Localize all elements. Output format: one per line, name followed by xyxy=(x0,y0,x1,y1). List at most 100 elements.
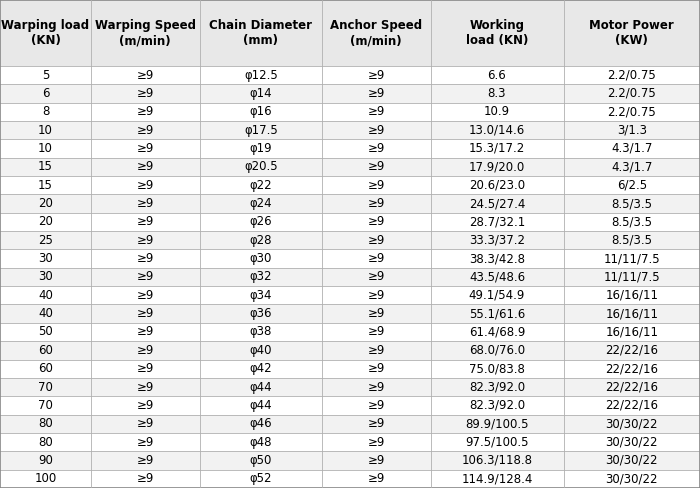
Text: ≥9: ≥9 xyxy=(368,381,385,393)
Text: 2.2/0.75: 2.2/0.75 xyxy=(608,68,656,81)
Bar xyxy=(322,268,430,286)
Bar xyxy=(199,469,322,488)
Text: ≥9: ≥9 xyxy=(136,472,154,486)
Bar xyxy=(430,139,564,158)
Text: Anchor Speed
(m/min): Anchor Speed (m/min) xyxy=(330,19,422,47)
Text: ≥9: ≥9 xyxy=(136,87,154,100)
Text: ≥9: ≥9 xyxy=(136,68,154,81)
Text: 5: 5 xyxy=(42,68,49,81)
Bar xyxy=(0,415,91,433)
Text: φ16: φ16 xyxy=(249,105,272,118)
Bar xyxy=(199,231,322,249)
Bar xyxy=(0,231,91,249)
Text: 43.5/48.6: 43.5/48.6 xyxy=(469,270,525,284)
Bar xyxy=(0,158,91,176)
Bar xyxy=(564,176,700,194)
Bar xyxy=(0,121,91,139)
Bar xyxy=(199,396,322,415)
Bar xyxy=(430,469,564,488)
Text: 11/11/7.5: 11/11/7.5 xyxy=(603,252,660,265)
Text: ≥9: ≥9 xyxy=(368,234,385,247)
Bar xyxy=(0,268,91,286)
Bar xyxy=(322,194,430,213)
Bar xyxy=(91,249,200,268)
Text: ≥9: ≥9 xyxy=(368,215,385,228)
Bar xyxy=(0,286,91,305)
Text: 3/1.3: 3/1.3 xyxy=(617,123,647,137)
Bar xyxy=(564,341,700,360)
Bar xyxy=(564,249,700,268)
Text: 40: 40 xyxy=(38,307,53,320)
Text: ≥9: ≥9 xyxy=(368,472,385,486)
Bar xyxy=(564,84,700,102)
Text: 2.2/0.75: 2.2/0.75 xyxy=(608,87,656,100)
Text: ≥9: ≥9 xyxy=(136,179,154,192)
Text: ≥9: ≥9 xyxy=(136,289,154,302)
Text: φ52: φ52 xyxy=(249,472,272,486)
Bar xyxy=(91,341,200,360)
Bar xyxy=(199,66,322,84)
Bar xyxy=(91,433,200,451)
Text: 25: 25 xyxy=(38,234,53,247)
Text: 8.5/3.5: 8.5/3.5 xyxy=(611,215,652,228)
Text: ≥9: ≥9 xyxy=(368,307,385,320)
Text: 106.3/118.8: 106.3/118.8 xyxy=(461,454,533,467)
Bar xyxy=(91,360,200,378)
Text: 15: 15 xyxy=(38,179,53,192)
Text: 8.3: 8.3 xyxy=(488,87,506,100)
Bar xyxy=(91,451,200,469)
Bar xyxy=(430,158,564,176)
Text: ≥9: ≥9 xyxy=(368,270,385,284)
Bar xyxy=(322,121,430,139)
Bar xyxy=(564,194,700,213)
Text: 10: 10 xyxy=(38,123,53,137)
Bar xyxy=(0,360,91,378)
Text: 49.1/54.9: 49.1/54.9 xyxy=(469,289,525,302)
Bar xyxy=(322,305,430,323)
Text: ≥9: ≥9 xyxy=(136,105,154,118)
Bar xyxy=(0,139,91,158)
Bar xyxy=(91,305,200,323)
Bar xyxy=(322,139,430,158)
Text: 22/22/16: 22/22/16 xyxy=(606,381,658,393)
Text: ≥9: ≥9 xyxy=(136,215,154,228)
Text: ≥9: ≥9 xyxy=(136,161,154,173)
Bar xyxy=(91,66,200,84)
Bar xyxy=(430,396,564,415)
Bar xyxy=(0,102,91,121)
Text: 38.3/42.8: 38.3/42.8 xyxy=(469,252,525,265)
Bar xyxy=(199,194,322,213)
Text: 89.9/100.5: 89.9/100.5 xyxy=(466,417,528,430)
Bar xyxy=(199,158,322,176)
Bar xyxy=(322,102,430,121)
Text: 114.9/128.4: 114.9/128.4 xyxy=(461,472,533,486)
Bar xyxy=(0,249,91,268)
Text: 70: 70 xyxy=(38,399,53,412)
Bar xyxy=(0,469,91,488)
Bar xyxy=(91,194,200,213)
Text: 30/30/22: 30/30/22 xyxy=(606,436,658,448)
Bar xyxy=(0,451,91,469)
Bar xyxy=(322,213,430,231)
Text: φ12.5: φ12.5 xyxy=(244,68,278,81)
Text: 22/22/16: 22/22/16 xyxy=(606,399,658,412)
Bar xyxy=(0,323,91,341)
Text: 13.0/14.6: 13.0/14.6 xyxy=(469,123,525,137)
Text: 4.3/1.7: 4.3/1.7 xyxy=(611,161,652,173)
Bar xyxy=(564,231,700,249)
Bar xyxy=(430,451,564,469)
Bar xyxy=(322,451,430,469)
Text: φ38: φ38 xyxy=(250,325,272,339)
Bar xyxy=(0,66,91,84)
Text: Warping Speed
(m/min): Warping Speed (m/min) xyxy=(94,19,196,47)
Bar xyxy=(322,158,430,176)
Text: φ26: φ26 xyxy=(249,215,272,228)
Bar xyxy=(199,360,322,378)
Text: Motor Power
(KW): Motor Power (KW) xyxy=(589,19,674,47)
Bar xyxy=(0,213,91,231)
Bar xyxy=(91,268,200,286)
Text: 6/2.5: 6/2.5 xyxy=(617,179,647,192)
Bar xyxy=(0,378,91,396)
Text: 30: 30 xyxy=(38,270,53,284)
Text: φ28: φ28 xyxy=(249,234,272,247)
